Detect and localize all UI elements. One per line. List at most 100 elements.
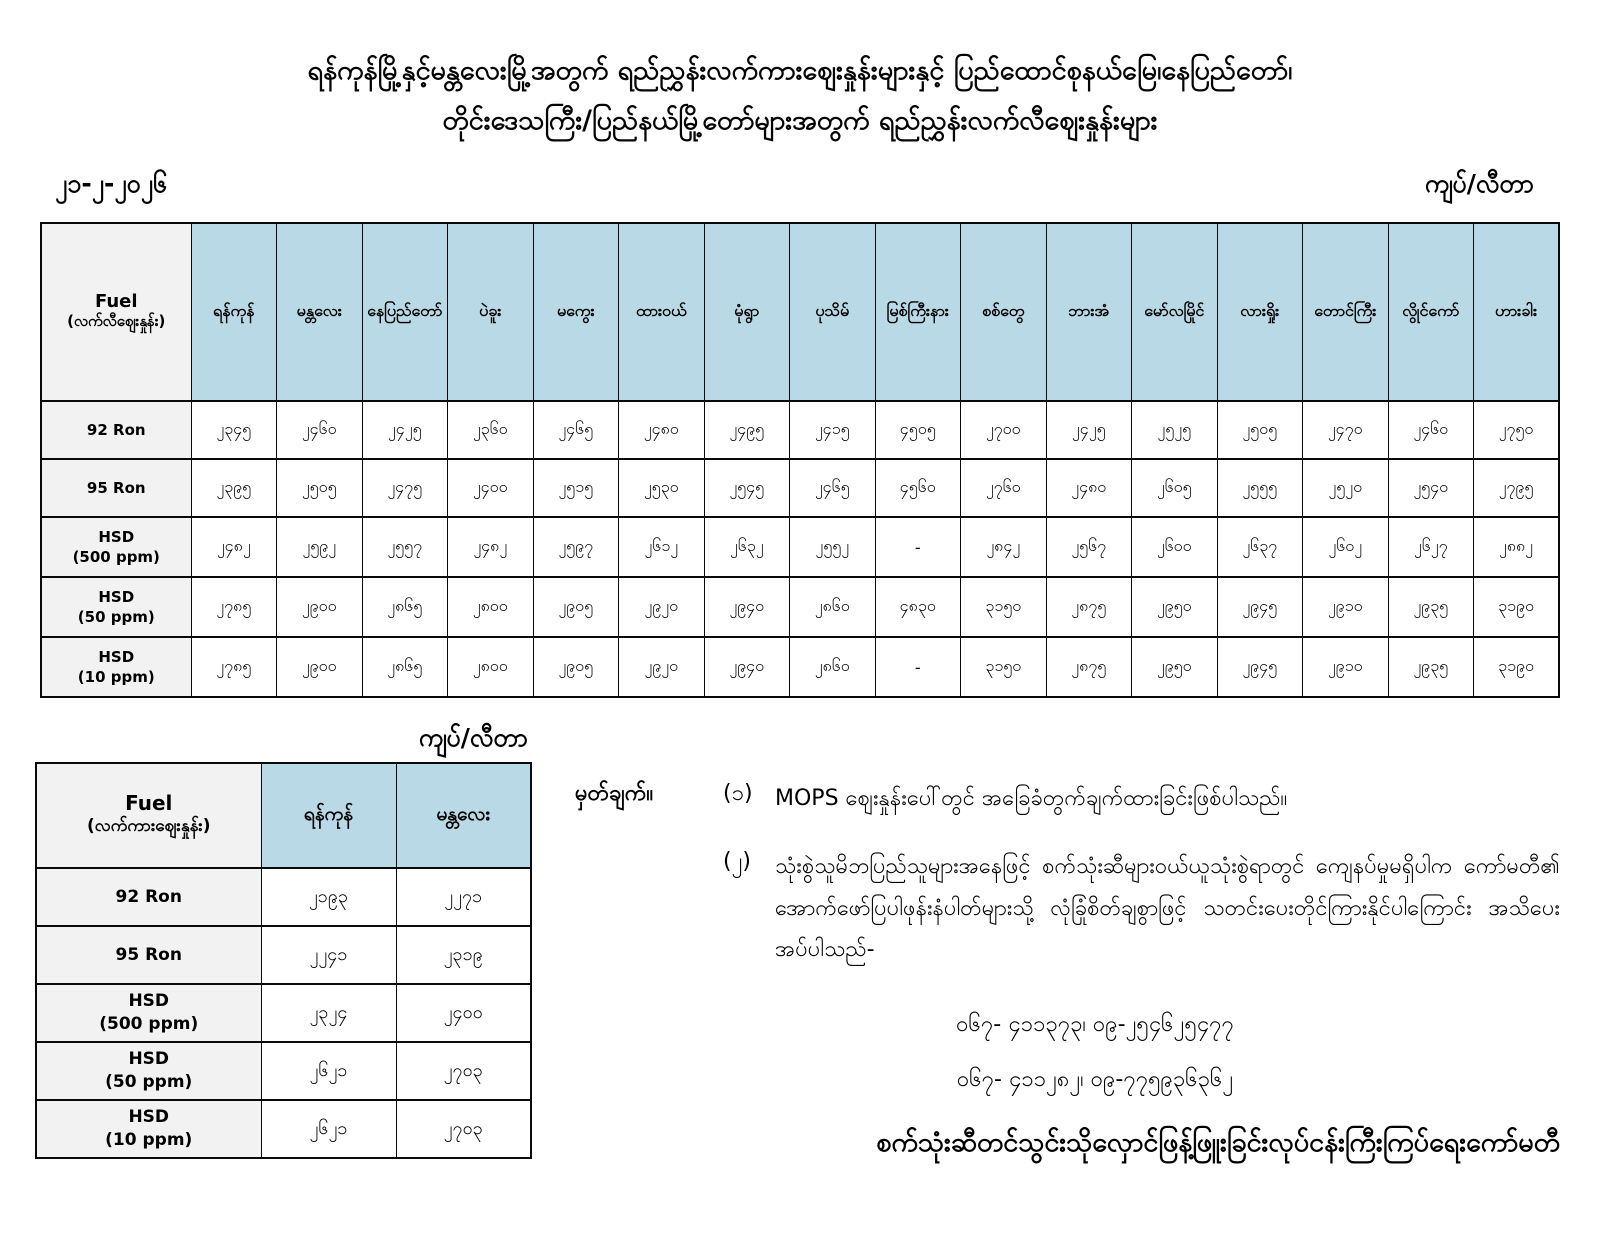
wholesale-fuel-header: Fuel (လက်ကားဈေးနှုန်း): [35, 762, 262, 869]
price-cell: ၂၉၀၅: [532, 576, 619, 638]
note1-number: (၁): [723, 781, 753, 806]
meta-row: ၂၁-၂-၂၀၂၆ ကျပ်/လီတာ: [55, 168, 1534, 205]
wholesale-price-table-wrap: Fuel (လက်ကားဈေးနှုန်း) ရန်ကုန် မန္တလေး 9…: [35, 762, 532, 1159]
price-cell: ၂၅၉၂: [276, 516, 363, 578]
price-cell: ၂၉၀၀: [276, 636, 363, 698]
price-cell: ၂၄၆၅: [789, 458, 876, 518]
price-cell: ၂၄၇၅: [361, 458, 448, 518]
row-label-hsd50: HSD (50 ppm): [40, 576, 192, 638]
price-cell: ၂၇၉၅: [1473, 458, 1560, 518]
wholesale-row-95ron: 95 Ron ၂၂၄၁ ၂၃၁၉: [35, 925, 532, 985]
row-label-hsd500: HSD (500 ppm): [35, 983, 262, 1043]
retail-header-row: Fuel (လက်လီဈေးနှုန်း) ရန်ကုန် မန္တလေး နေ…: [40, 222, 1560, 402]
price-cell: ၂၄၁၅: [789, 400, 876, 460]
price-cell: ၂၆၂၁: [260, 1099, 397, 1159]
date-label: ၂၁-၂-၂၀၂၆: [55, 169, 168, 198]
price-cell: ၂၈၆၅: [361, 636, 448, 698]
retail-price-table: Fuel (လက်လီဈေးနှုန်း) ရန်ကုန် မန္တလေး နေ…: [40, 222, 1560, 698]
price-cell: ၄၅၀၅: [874, 400, 961, 460]
price-cell: ၂၃၉၅: [190, 458, 277, 518]
row-label-line1: HSD: [128, 1107, 170, 1128]
price-cell: ၂၄၇၀: [1302, 400, 1389, 460]
price-cell: ၂၃၆၀: [447, 400, 534, 460]
price-cell: ၂၉၅၀: [1131, 576, 1218, 638]
price-cell: ၄၈၃၀: [874, 576, 961, 638]
row-label-line2: (50 ppm): [105, 1072, 193, 1092]
city-header-sittwe: စစ်တွေ: [960, 222, 1047, 402]
fuel-header-line1: Fuel: [94, 290, 138, 312]
city-header-magway: မကွေး: [532, 222, 619, 402]
price-cell: ၂၉၂၀: [618, 636, 705, 698]
retail-row-92ron: 92 Ron ၂၃၄၅ ၂၄၆၀ ၂၄၂၅ ၂၃၆၀ ၂၄၆၅ ၂၄၈၀ ၂၄၉…: [40, 400, 1560, 460]
retail-fuel-header: Fuel (လက်လီဈေးနှုန်း): [40, 222, 192, 402]
price-cell: ၂၇၅၀: [1473, 400, 1560, 460]
city-header-monywa: မုံရွာ: [703, 222, 790, 402]
price-cell: ၂၄၈၂: [190, 516, 277, 578]
price-cell: ၂၆၀၅: [1131, 458, 1218, 518]
row-label-95ron: 95 Ron: [35, 925, 262, 985]
unit-label-wholesale: ကျပ်/လီတာ: [418, 723, 528, 752]
price-cell: ၂၃၂၄: [260, 983, 397, 1043]
price-cell: ၂၆၃၇: [1216, 516, 1303, 578]
wholesale-header-row: Fuel (လက်ကားဈေးနှုန်း) ရန်ကုန် မန္တလေး: [35, 762, 532, 869]
price-cell: ၂၉၄၀: [703, 576, 790, 638]
page-title: ရန်ကုန်မြို့နှင့်မန္တလေးမြို့အတွက် ရည်ညွ…: [0, 46, 1600, 146]
price-cell: ၂၅၅၂: [789, 516, 876, 578]
city-header-yangon: ရန်ကုန်: [190, 222, 277, 402]
notes-section: မှတ်ချက်။ (၁) MOPS ဈေးနှုန်းပေါ်တွင် အခြ…: [575, 778, 1560, 1165]
price-cell: ၂၈၀၀: [447, 636, 534, 698]
city-header-taunggyi: တောင်ကြီး: [1302, 222, 1389, 402]
price-cell: ၂၅၆၇: [1045, 516, 1132, 578]
price-cell: ၂၅၁၅: [532, 458, 619, 518]
wholesale-price-table: Fuel (လက်ကားဈေးနှုန်း) ရန်ကုန် မန္တလေး 9…: [35, 762, 532, 1159]
row-label-line2: (10 ppm): [105, 1130, 193, 1150]
row-label-hsd50: HSD (50 ppm): [35, 1041, 262, 1101]
price-cell: ၂၄၈၂: [447, 516, 534, 578]
price-cell: ၂၅၅၅: [1216, 458, 1303, 518]
row-label-hsd500: HSD (500 ppm): [40, 516, 192, 578]
fuel-header-line2: (လက်လီဈေးနှုန်း): [67, 311, 166, 330]
price-cell: ၂၄၂၅: [1045, 400, 1132, 460]
note2-number: (၂): [723, 848, 751, 874]
city-header-mandalay: မန္တလေး: [395, 762, 532, 869]
note-item-2: (၂) သုံးစွဲသူမိဘပြည်သူများအနေဖြင့် စက်သု…: [575, 846, 1560, 971]
price-cell: ၂၉၄၅: [1216, 636, 1303, 698]
price-cell: ၂၈၇၅: [1045, 576, 1132, 638]
price-cell: ၂၁၉၃: [260, 867, 397, 927]
price-cell: ၂၉၁၀: [1302, 576, 1389, 638]
price-cell: ၂၈၀၀: [447, 576, 534, 638]
price-cell: ၂၅၅၇: [361, 516, 448, 578]
price-cell: ၃၁၅၀: [960, 576, 1047, 638]
wholesale-row-92ron: 92 Ron ၂၁၉၃ ၂၂၇၁: [35, 867, 532, 927]
city-header-hpaan: ဘားအံ: [1045, 222, 1132, 402]
retail-row-hsd50: HSD (50 ppm) ၂၇၈၅ ၂၉၀၀ ၂၈၆၅ ၂၈၀၀ ၂၉၀၅ ၂၉…: [40, 576, 1560, 638]
price-cell: ၂၇၈၅: [190, 576, 277, 638]
price-cell: ၂၉၄၅: [1216, 576, 1303, 638]
retail-row-95ron: 95 Ron ၂၃၉၅ ၂၅၀၅ ၂၄၇၅ ၂၄၀၀ ၂၅၁၅ ၂၅၃၀ ၂၅၄…: [40, 458, 1560, 518]
price-cell: ၂၇၀၀: [960, 400, 1047, 460]
price-cell: ၂၅၉၇: [532, 516, 619, 578]
price-cell: ၂၄၆၀: [276, 400, 363, 460]
price-cell: ၂၇၀၃: [395, 1099, 532, 1159]
price-cell: ၂၉၅၀: [1131, 636, 1218, 698]
price-cell: ၂၅၄၅: [703, 458, 790, 518]
price-cell: ၃၁၉၀: [1473, 576, 1560, 638]
price-cell: ၂၆၀၂: [1302, 516, 1389, 578]
row-label-line1: HSD: [98, 647, 135, 666]
row-label-line2: (50 ppm): [77, 608, 155, 626]
price-cell: ၂၈၆၀: [789, 576, 876, 638]
page-title-line2: တိုင်းဒေသကြီး/ပြည်နယ်မြို့တော်များအတွက် …: [442, 105, 1158, 136]
price-cell: ၂၆၃၂: [703, 516, 790, 578]
price-cell: ၂၈၇၅: [1045, 636, 1132, 698]
row-label-line2: (500 ppm): [72, 548, 160, 566]
price-cell: ၂၆၁၂: [618, 516, 705, 578]
price-cell: ၂၉၄၀: [703, 636, 790, 698]
price-cell: -: [874, 516, 961, 578]
price-cell: ၂၅၂၀: [1302, 458, 1389, 518]
price-cell: ၂၇၀၃: [395, 1041, 532, 1101]
city-header-loikaw: လွိုင်ကော်: [1387, 222, 1474, 402]
city-header-bago: ပဲခူး: [447, 222, 534, 402]
price-cell: ၂၉၀၀: [276, 576, 363, 638]
price-cell: ၂၄၈၀: [618, 400, 705, 460]
price-cell: ၂၉၁၀: [1302, 636, 1389, 698]
